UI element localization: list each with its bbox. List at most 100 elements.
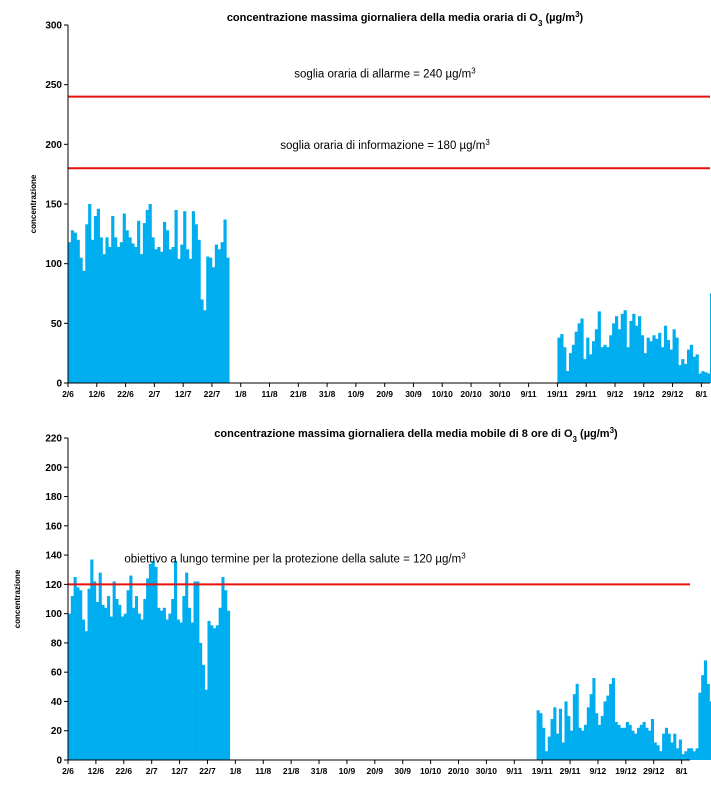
bar xyxy=(168,613,172,760)
bar xyxy=(79,257,83,383)
bar xyxy=(157,246,161,383)
y-tick-label: 160 xyxy=(45,521,62,532)
bar xyxy=(176,619,180,760)
bar xyxy=(101,604,105,760)
bar xyxy=(201,664,205,760)
x-tick-label: 30/9 xyxy=(405,389,422,399)
bar xyxy=(96,208,100,383)
bar xyxy=(84,631,88,760)
bar xyxy=(76,587,80,760)
bar xyxy=(190,622,194,760)
bar xyxy=(145,209,149,383)
bar xyxy=(614,721,618,760)
bar xyxy=(609,683,613,760)
bar xyxy=(204,689,208,760)
bar xyxy=(558,708,562,760)
bar xyxy=(174,209,178,383)
bar xyxy=(678,739,682,760)
y-axis-label: concentrazione xyxy=(13,569,22,628)
y-tick-label: 100 xyxy=(45,609,62,620)
bar xyxy=(139,254,144,383)
bar xyxy=(226,610,231,760)
bar xyxy=(196,581,200,760)
bar xyxy=(581,730,585,760)
y-tick-label: 0 xyxy=(56,379,62,390)
bar xyxy=(102,254,106,383)
y-tick-label: 80 xyxy=(51,638,63,649)
bar xyxy=(709,701,711,760)
bar xyxy=(617,329,622,383)
bar xyxy=(191,211,195,383)
bar xyxy=(673,733,677,760)
bar xyxy=(115,599,119,760)
y-tick-label: 60 xyxy=(51,668,63,679)
bar xyxy=(209,257,213,383)
bar xyxy=(609,335,613,383)
bar xyxy=(87,588,91,760)
chart-2: concentrazione massima giornaliera della… xyxy=(13,426,711,776)
y-tick-label: 100 xyxy=(45,259,62,270)
x-tick-label: 2/6 xyxy=(62,389,74,399)
reference-label: soglia oraria di allarme = 240 µg/m3 xyxy=(294,66,476,81)
bar xyxy=(550,719,554,760)
bar xyxy=(557,337,561,383)
x-tick-label: 9/12 xyxy=(607,389,624,399)
bar xyxy=(586,337,590,383)
bar xyxy=(692,356,696,383)
bar xyxy=(183,211,187,383)
bar xyxy=(200,299,204,383)
bar xyxy=(574,331,578,383)
bar xyxy=(629,320,633,383)
bar xyxy=(603,701,607,760)
bar xyxy=(193,581,197,760)
bar xyxy=(560,334,564,383)
bar xyxy=(536,710,540,760)
x-tick-label: 1/8 xyxy=(235,389,247,399)
bar xyxy=(670,742,674,760)
bar xyxy=(104,607,108,760)
y-tick-label: 200 xyxy=(45,463,62,474)
bar xyxy=(173,560,178,760)
bar xyxy=(88,204,92,383)
y-tick-label: 220 xyxy=(45,434,62,445)
bar xyxy=(215,625,219,760)
chart-title: concentrazione massima giornaliera della… xyxy=(214,426,618,444)
bar xyxy=(214,244,219,383)
bar xyxy=(684,363,688,383)
bar xyxy=(210,625,214,760)
bar xyxy=(578,727,582,760)
bar xyxy=(580,318,584,383)
x-tick-label: 30/9 xyxy=(394,766,411,776)
bar xyxy=(623,727,627,760)
bar xyxy=(659,751,663,760)
bar xyxy=(165,619,169,760)
y-tick-label: 200 xyxy=(45,140,62,151)
y-tick-label: 40 xyxy=(51,697,63,708)
bar xyxy=(567,716,571,760)
bar xyxy=(600,347,604,383)
bar xyxy=(118,604,122,760)
bar xyxy=(76,239,80,383)
bar xyxy=(703,660,708,760)
bar xyxy=(154,249,158,383)
bar xyxy=(681,359,685,383)
bar xyxy=(160,610,164,760)
bar xyxy=(623,310,627,383)
x-tick-label: 20/9 xyxy=(376,389,393,399)
x-tick-label: 2/6 xyxy=(62,766,74,776)
bar xyxy=(180,244,184,383)
bar xyxy=(157,607,161,760)
bar xyxy=(620,313,624,383)
bar xyxy=(575,683,579,760)
bar xyxy=(109,616,113,760)
bar xyxy=(85,224,89,383)
bar xyxy=(632,313,636,383)
bar xyxy=(695,354,699,383)
x-tick-label: 29/11 xyxy=(560,766,581,776)
x-tick-label: 22/6 xyxy=(116,766,133,776)
bar xyxy=(653,742,657,760)
bar xyxy=(70,596,74,760)
bar xyxy=(221,577,225,760)
bar xyxy=(107,596,111,760)
bar xyxy=(656,745,660,760)
